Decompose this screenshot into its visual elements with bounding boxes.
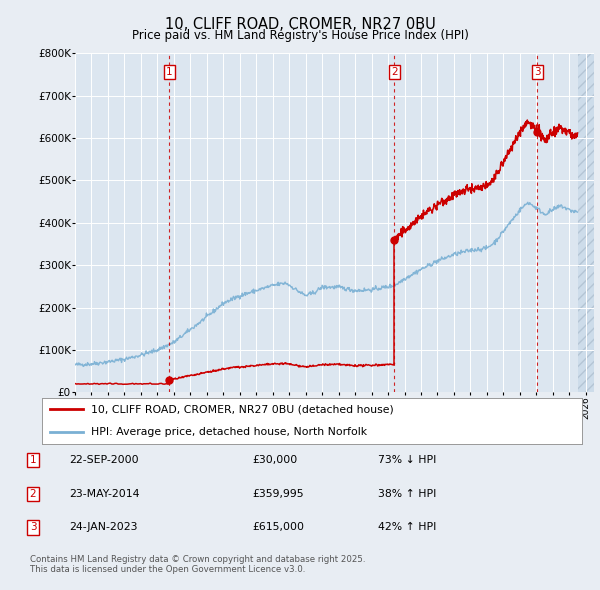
Text: 22-SEP-2000: 22-SEP-2000 [69,455,139,465]
Text: Price paid vs. HM Land Registry's House Price Index (HPI): Price paid vs. HM Land Registry's House … [131,30,469,42]
Text: 73% ↓ HPI: 73% ↓ HPI [378,455,436,465]
Text: 2: 2 [391,67,398,77]
Text: 38% ↑ HPI: 38% ↑ HPI [378,489,436,499]
Text: Contains HM Land Registry data © Crown copyright and database right 2025.
This d: Contains HM Land Registry data © Crown c… [30,555,365,574]
Text: £30,000: £30,000 [252,455,297,465]
Text: 42% ↑ HPI: 42% ↑ HPI [378,523,436,532]
Text: 24-JAN-2023: 24-JAN-2023 [69,523,137,532]
Text: 1: 1 [166,67,173,77]
Text: 10, CLIFF ROAD, CROMER, NR27 0BU: 10, CLIFF ROAD, CROMER, NR27 0BU [164,17,436,31]
Text: 3: 3 [29,523,37,532]
Text: £615,000: £615,000 [252,523,304,532]
Text: 10, CLIFF ROAD, CROMER, NR27 0BU (detached house): 10, CLIFF ROAD, CROMER, NR27 0BU (detach… [91,404,394,414]
Text: HPI: Average price, detached house, North Norfolk: HPI: Average price, detached house, Nort… [91,427,367,437]
Bar [578,53,594,392]
Text: 3: 3 [534,67,541,77]
Text: 2: 2 [29,489,37,499]
Text: 23-MAY-2014: 23-MAY-2014 [69,489,139,499]
Text: 1: 1 [29,455,37,465]
Text: £359,995: £359,995 [252,489,304,499]
